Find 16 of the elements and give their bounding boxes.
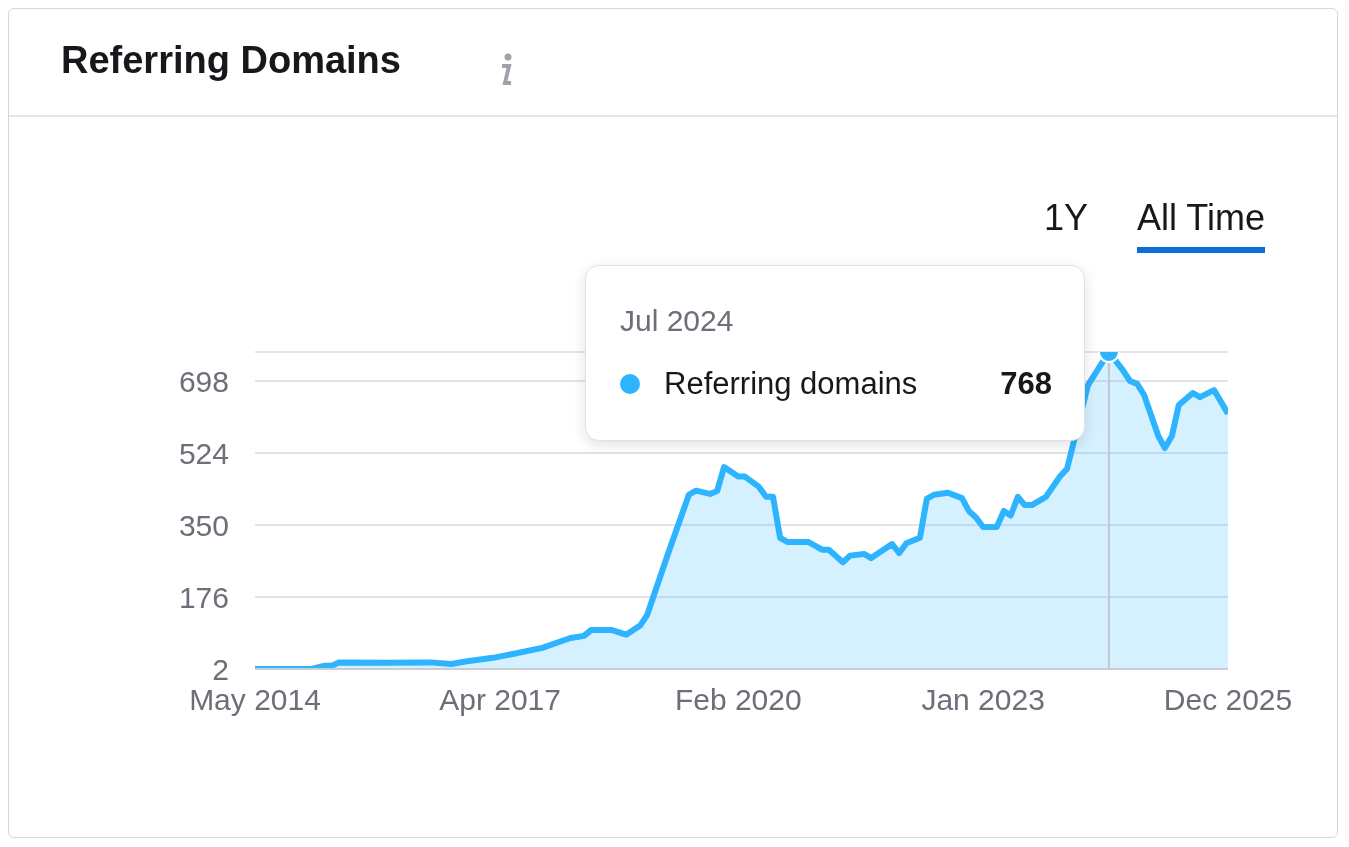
- tooltip-card: Jul 2024 Referring domains 768: [585, 265, 1085, 441]
- x-tick-label: Jan 2023: [921, 683, 1045, 717]
- data-label: 768: [1000, 366, 1053, 402]
- x-tick-label: Apr 2017: [439, 683, 561, 717]
- x-tick-label: Feb 2020: [674, 683, 802, 717]
- x-tick-label: May 2014: [189, 683, 321, 717]
- text: All Time: [1137, 197, 1266, 253]
- text: 1Y: [1044, 197, 1089, 240]
- y-tick-label: 2: [212, 652, 229, 686]
- x-tick-label: Dec 2025: [1163, 683, 1293, 717]
- y-tick-label: 350: [178, 508, 229, 542]
- legend-label: Referring domains: [664, 366, 918, 402]
- y-tick-label: 524: [178, 436, 229, 470]
- y-tick-label: 698: [178, 364, 229, 398]
- chart-title: Referring Domains: [61, 39, 401, 82]
- y-tick-label: 176: [178, 580, 229, 614]
